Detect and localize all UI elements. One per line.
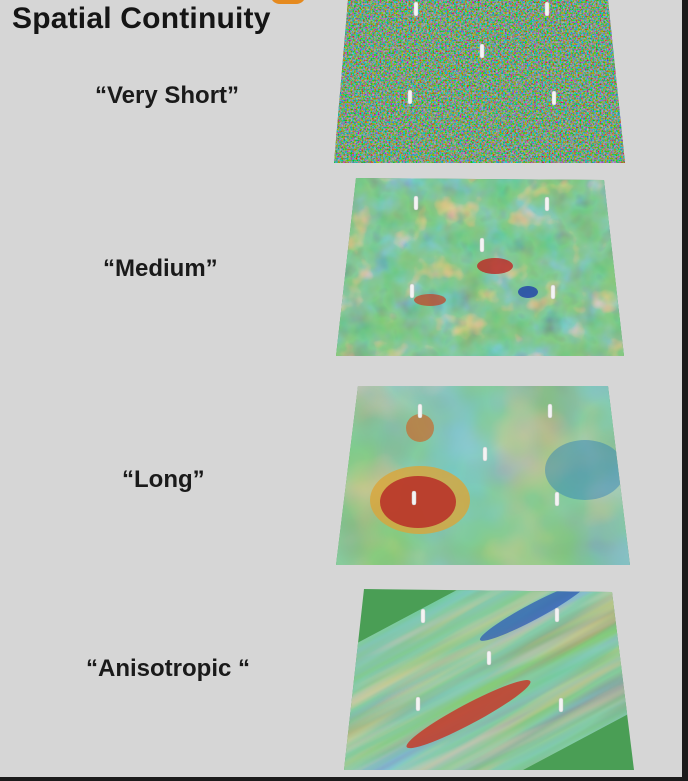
well-marker-icon	[408, 90, 412, 104]
well-marker-icon	[414, 196, 418, 210]
well-marker-icon	[551, 285, 555, 299]
well-marker-icon	[480, 44, 484, 58]
well-marker-icon	[559, 698, 563, 712]
well-marker-icon	[487, 651, 491, 665]
well-marker-icon	[545, 2, 549, 16]
well-marker-icon	[414, 2, 418, 16]
map-medium	[320, 170, 640, 360]
well-marker-icon	[410, 284, 414, 298]
well-marker-icon	[555, 608, 559, 622]
map-very-short	[320, 0, 640, 170]
well-marker-icon	[416, 697, 420, 711]
well-marker-icon	[421, 609, 425, 623]
map-long	[320, 380, 640, 570]
well-marker-icon	[552, 91, 556, 105]
well-marker-icon	[418, 404, 422, 418]
well-marker-icon	[545, 197, 549, 211]
well-marker-icon	[555, 492, 559, 506]
well-marker-icon	[412, 491, 416, 505]
well-marker-icon	[483, 447, 487, 461]
well-marker-icon	[480, 238, 484, 252]
well-marker-icon	[548, 404, 552, 418]
